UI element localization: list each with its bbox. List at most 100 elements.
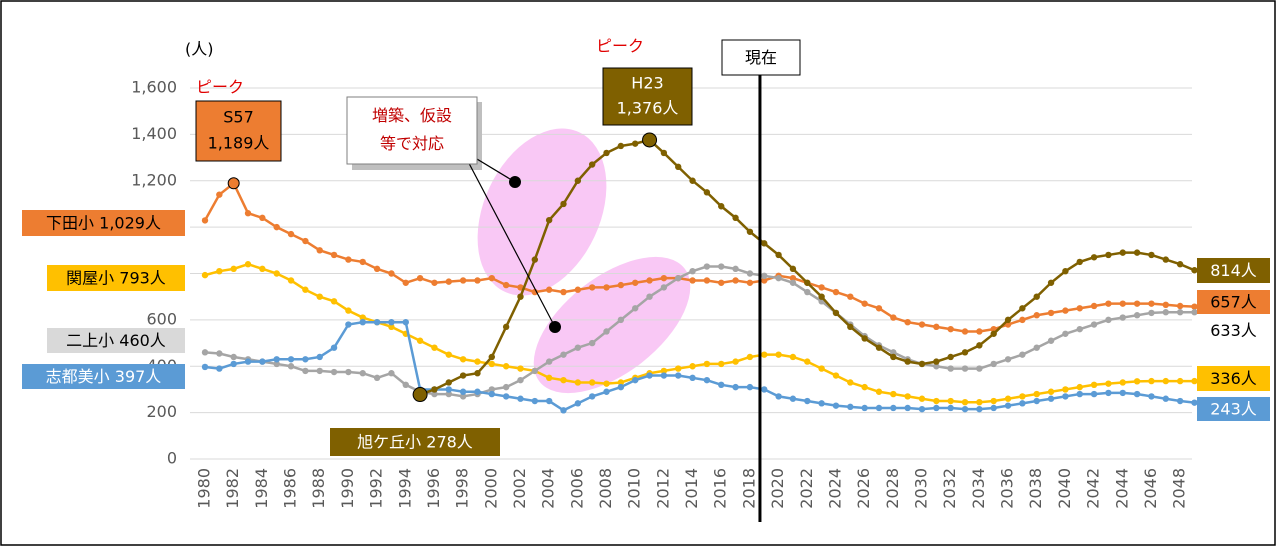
callout-dot	[509, 176, 521, 188]
data-point	[431, 386, 438, 393]
data-point	[502, 363, 510, 370]
data-point	[259, 358, 266, 365]
data-point	[1047, 309, 1055, 317]
data-point	[1090, 321, 1098, 328]
data-point	[531, 397, 539, 405]
data-point	[574, 379, 582, 386]
left-label: 関屋小 793人	[66, 269, 166, 288]
data-point	[1133, 390, 1141, 398]
data-point	[1076, 383, 1083, 391]
data-point	[1148, 377, 1155, 385]
data-point	[947, 365, 954, 372]
data-point	[244, 358, 252, 365]
data-point	[933, 358, 940, 365]
data-point	[1062, 393, 1069, 400]
data-point	[416, 337, 424, 344]
peak-label: H23	[631, 74, 663, 93]
data-point	[474, 370, 481, 377]
data-point	[1176, 302, 1184, 310]
data-point	[746, 279, 754, 286]
x-tick-label: 1986	[281, 468, 300, 509]
y-tick-label: 200	[146, 402, 177, 421]
data-point	[302, 286, 309, 293]
data-point	[761, 272, 768, 280]
data-point	[1162, 377, 1169, 385]
series-line	[204, 265, 1195, 398]
data-point	[617, 383, 625, 391]
data-point	[660, 274, 668, 282]
data-point	[961, 405, 969, 413]
x-tick-label: 2008	[596, 468, 615, 509]
data-point	[230, 360, 237, 368]
data-point	[847, 293, 854, 300]
data-point	[689, 374, 696, 382]
data-point	[1162, 256, 1169, 263]
data-point	[402, 381, 409, 388]
data-point	[1105, 251, 1112, 259]
data-point	[488, 360, 495, 368]
data-point	[1004, 395, 1012, 402]
data-point	[1162, 395, 1169, 402]
data-point	[660, 372, 668, 379]
data-point	[761, 351, 768, 358]
data-point	[1191, 377, 1198, 385]
data-point	[402, 318, 409, 326]
data-point	[689, 363, 696, 370]
data-point	[517, 284, 524, 291]
series-line	[204, 320, 1195, 412]
data-point	[746, 353, 754, 361]
data-point	[201, 271, 209, 279]
left-label: 二上小 460人	[66, 331, 166, 350]
data-point	[761, 277, 768, 284]
data-point	[316, 353, 323, 361]
data-point	[545, 286, 553, 293]
data-point	[502, 383, 510, 391]
data-point	[574, 177, 582, 184]
data-point	[832, 288, 840, 296]
data-point	[560, 351, 567, 358]
data-point	[517, 395, 524, 402]
data-point	[961, 365, 969, 372]
x-tick-label: 2018	[739, 468, 758, 509]
data-point	[775, 251, 782, 259]
data-point	[459, 393, 467, 400]
data-point	[976, 398, 983, 406]
data-point	[445, 278, 452, 285]
data-point	[1090, 302, 1098, 310]
data-point	[431, 390, 438, 398]
data-point	[832, 309, 840, 317]
data-point	[1019, 393, 1026, 400]
data-point	[961, 349, 969, 356]
data-point	[316, 293, 323, 300]
data-point	[201, 363, 209, 371]
x-tick-label: 1996	[424, 468, 443, 509]
data-point	[703, 360, 711, 368]
data-point	[718, 263, 725, 270]
data-point	[1033, 344, 1040, 351]
data-point	[1062, 386, 1069, 393]
data-point	[875, 344, 883, 351]
callout: 増築、仮設	[372, 106, 452, 125]
data-point	[990, 404, 997, 412]
data-point	[1191, 267, 1198, 274]
data-point	[359, 258, 366, 266]
data-point	[459, 277, 467, 284]
peak-label: S57	[223, 108, 254, 127]
data-point	[689, 277, 696, 284]
data-point	[732, 265, 739, 273]
data-point	[804, 288, 811, 296]
data-point	[359, 314, 366, 321]
data-point	[718, 360, 725, 368]
peak-marker	[227, 177, 240, 190]
data-point	[789, 395, 797, 402]
data-point	[1133, 300, 1141, 307]
data-point	[832, 372, 840, 379]
peak-tag: ピーク	[596, 37, 644, 56]
data-point	[847, 403, 854, 411]
data-point	[273, 270, 280, 277]
data-point	[1133, 249, 1141, 256]
data-point	[617, 142, 625, 150]
data-point	[259, 214, 266, 222]
data-point	[775, 274, 782, 282]
